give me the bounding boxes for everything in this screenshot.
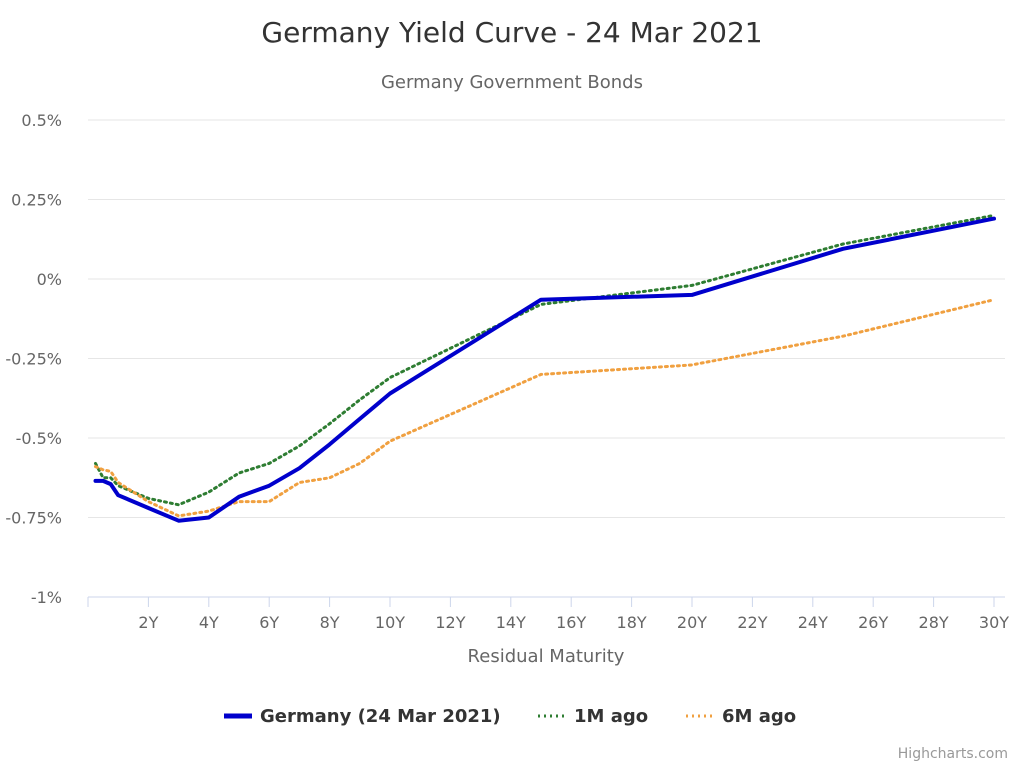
x-tick-label: 16Y (556, 613, 586, 632)
x-tick-label: 2Y (138, 613, 158, 632)
legend-item[interactable]: 6M ago (686, 706, 796, 727)
x-tick-label: 18Y (617, 613, 647, 632)
legend-item[interactable]: 1M ago (538, 706, 648, 727)
y-axis: 0.5% 0.25% 0% -0.25% -0.5% -0.75% -1% (5, 111, 62, 607)
legend-label: Germany (24 Mar 2021) (260, 706, 501, 727)
x-tick-label: 8Y (320, 613, 340, 632)
series-line-1m-ago[interactable] (94, 213, 996, 507)
x-tick-label: 28Y (919, 613, 949, 632)
x-tick-label: 12Y (435, 613, 465, 632)
x-tick-label: 4Y (199, 613, 219, 632)
legend[interactable]: Germany (24 Mar 2021) 1M ago 6M ago (224, 706, 796, 727)
y-tick-label: 0.5% (21, 111, 62, 130)
x-tick-label: 24Y (798, 613, 828, 632)
x-tick-label: 22Y (737, 613, 767, 632)
x-tick-label: 20Y (677, 613, 707, 632)
chart-title: Germany Yield Curve - 24 Mar 2021 (261, 16, 762, 49)
y-tick-label: 0% (37, 270, 62, 289)
y-tick-label: -0.5% (16, 429, 62, 448)
y-tick-label: -1% (31, 588, 62, 607)
y-tick-label: 0.25% (11, 191, 62, 210)
legend-label: 6M ago (722, 706, 796, 727)
gridlines (88, 119, 1005, 598)
x-tick-label: 30Y (979, 613, 1009, 632)
legend-label: 1M ago (574, 706, 648, 727)
x-tick-label: 26Y (858, 613, 888, 632)
x-axis: 2Y 4Y 6Y 8Y 10Y 12Y 14Y 16Y 18Y 20Y 22Y 24Y 26Y 28Y 30… (87, 596, 1009, 632)
chart-subtitle: Germany Government Bonds (381, 72, 643, 93)
credits-link[interactable]: Highcharts.com (898, 746, 1008, 762)
legend-item[interactable]: Germany (24 Mar 2021) (224, 706, 501, 727)
x-axis-title: Residual Maturity (468, 646, 625, 667)
series-lines (93, 213, 996, 523)
x-tick-label: 6Y (259, 613, 279, 632)
y-tick-label: -0.75% (5, 509, 62, 528)
y-tick-label: -0.25% (5, 350, 62, 369)
x-tick-label: 10Y (375, 613, 405, 632)
series-line-germany-current[interactable] (93, 216, 996, 523)
series-line-6m-ago[interactable] (94, 298, 996, 518)
x-tick-label: 14Y (496, 613, 526, 632)
